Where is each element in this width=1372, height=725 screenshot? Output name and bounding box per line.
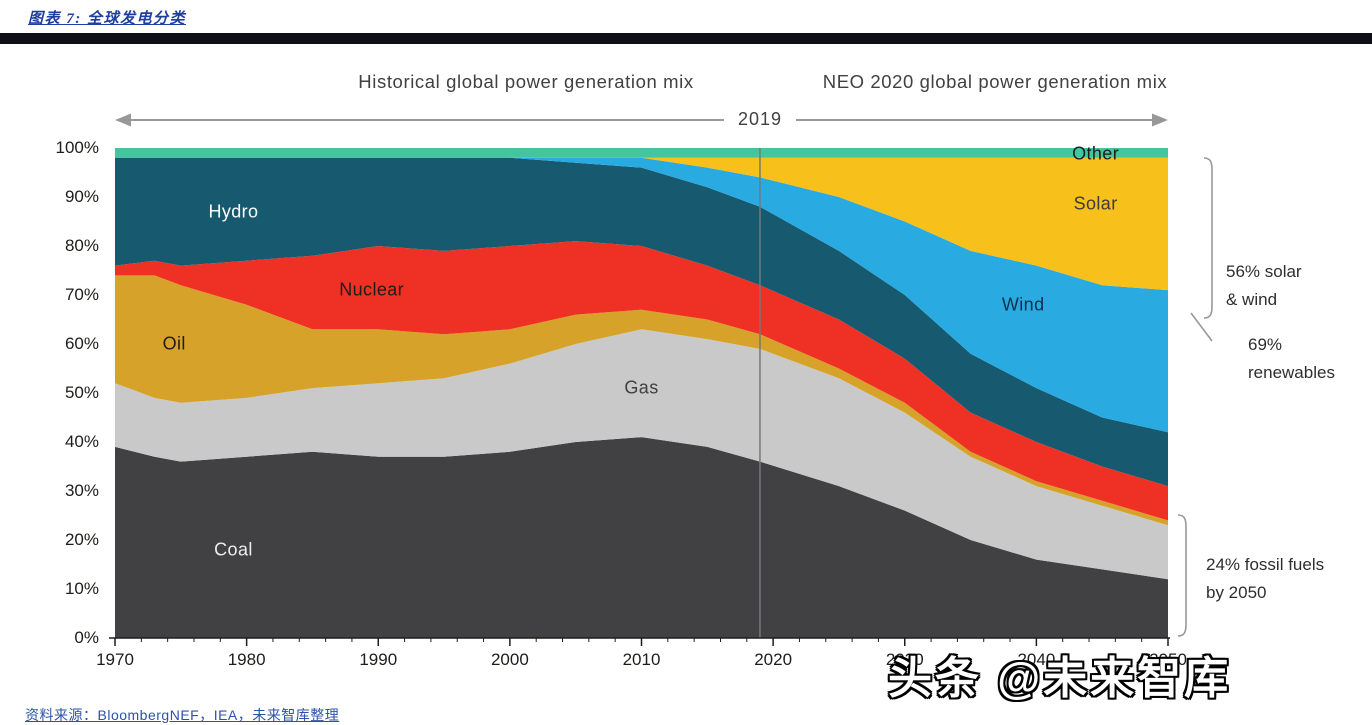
area-gas: [115, 329, 1168, 580]
area-solar: [115, 157, 1168, 291]
watermark: 头条 @未来智库: [888, 654, 1232, 703]
area-nuclear: [115, 241, 1168, 521]
arrow-right-head-icon: [1152, 113, 1168, 127]
source-note: 资料来源：BloombergNEF，IEA，未来智库整理: [25, 707, 340, 723]
arrow-left-head-icon: [115, 113, 131, 127]
area-other: [115, 148, 1168, 158]
connector-renewables: [1190, 312, 1213, 342]
bracket-solar-wind: [1203, 157, 1213, 319]
area-wind: [115, 157, 1168, 433]
area-oil: [115, 275, 1168, 526]
area-hydro: [115, 157, 1168, 487]
subtitle-neo2020: NEO 2020 global power generation mix: [822, 71, 1168, 92]
header-divider-bar: [0, 33, 1372, 44]
figure-title: 图表 7: 全球发电分类: [28, 11, 186, 27]
subtitle-historical: Historical global power generation mix: [358, 71, 694, 92]
area-coal: [115, 437, 1168, 638]
divider-year-label: 2019: [737, 109, 783, 129]
bracket-fossil-fuels: [1177, 514, 1187, 637]
